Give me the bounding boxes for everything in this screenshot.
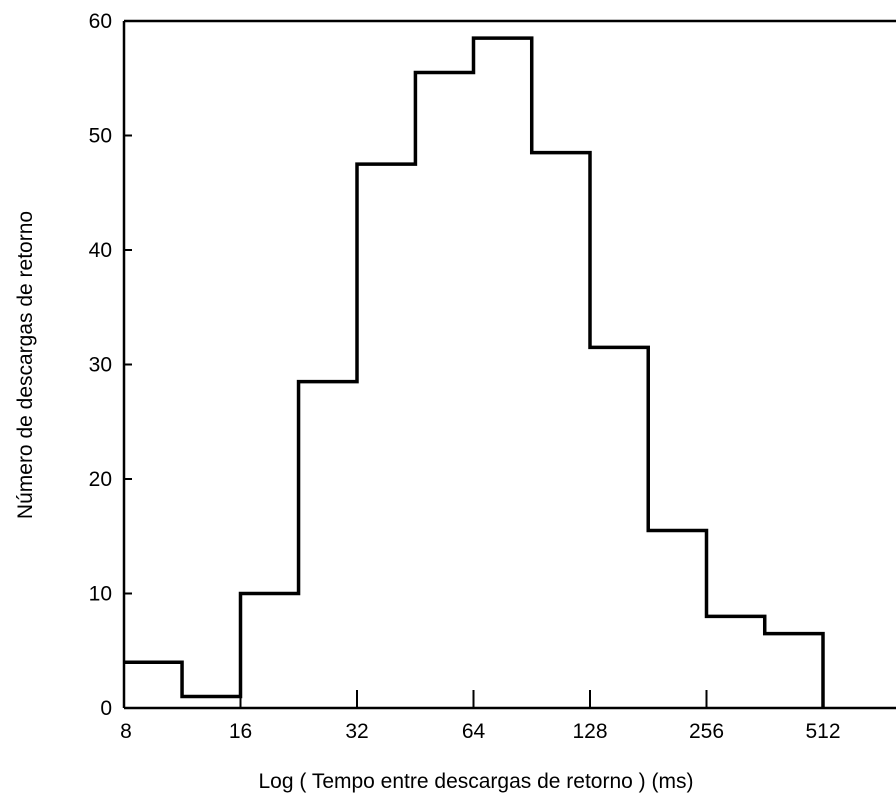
x-tick-label: 32 [345,720,368,743]
histogram-bin [474,38,532,708]
y-tick-label: 50 [89,125,112,148]
histogram-bins [124,38,823,708]
histogram-bin [707,616,765,708]
y-axis: 0 10 20 30 40 50 60 [89,10,132,720]
histogram-bin [765,634,823,708]
y-tick-label: 30 [89,354,112,377]
x-tick-label: 8 [120,720,132,743]
histogram-bin [648,531,706,708]
y-tick-label: 10 [89,583,112,606]
histogram-bin [532,153,590,708]
y-tick-label: 0 [100,697,112,720]
y-tick-label: 20 [89,468,112,491]
x-axis-title: Log ( Tempo entre descargas de retorno )… [259,770,694,793]
x-tick-label: 128 [572,720,607,743]
histogram-bin [299,382,357,708]
y-axis-title: Número de descargas de retorno [14,211,37,519]
histogram-bin [241,594,299,709]
x-tick-label: 16 [229,720,252,743]
x-tick-label: 64 [462,720,486,743]
histogram-outline [124,36,825,708]
histogram-bin [357,164,415,708]
x-tick-label: 512 [805,720,840,743]
histogram-bin [590,347,648,708]
y-tick-label: 40 [89,239,112,262]
x-tick-label: 256 [689,720,724,743]
histogram-bin [415,73,473,708]
y-tick-label: 60 [89,10,112,33]
histogram-bin [124,662,182,708]
